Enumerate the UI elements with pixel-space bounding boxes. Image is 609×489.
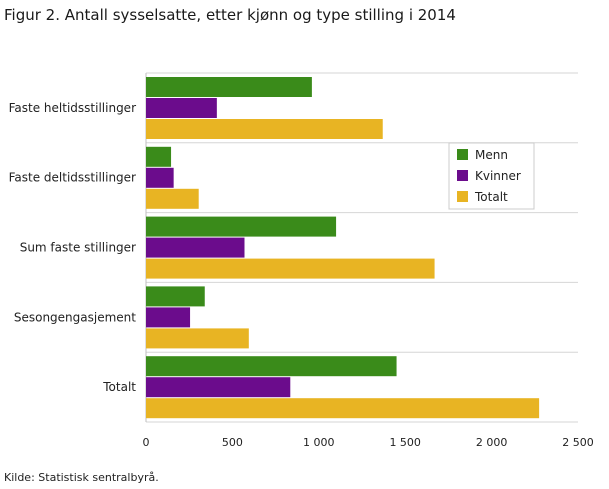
x-tick-label: 500 [222,436,243,449]
bar-totalt-2 [146,258,435,279]
bar-kvinner-0 [146,98,217,118]
source-note: Kilde: Statistisk sentralbyrå. [4,471,159,484]
bar-kvinner-4 [146,377,291,398]
x-tick-label: 1 500 [389,436,421,449]
bar-menn-0 [146,77,312,97]
bar-totalt-0 [146,119,383,139]
legend-swatch-menn [457,149,468,160]
category-label: Sum faste stillinger [20,241,136,255]
legend-label-kvinner: Kvinner [475,169,521,183]
chart-title: Figur 2. Antall sysselsatte, etter kjønn… [4,6,456,24]
bar-totalt-4 [146,398,540,419]
x-tick-label: 2 500 [562,436,594,449]
legend-label-menn: Menn [475,148,508,162]
bar-kvinner-2 [146,237,245,258]
x-tick-label: 0 [143,436,150,449]
x-axis-ticks: 0 500 1 000 1 500 2 000 2 500 [143,436,594,449]
x-tick-label: 1 000 [303,436,335,449]
category-labels: Faste heltidsstillinger Faste deltidsstil… [9,101,137,394]
bar-totalt-3 [146,328,249,349]
legend: Menn Kvinner Totalt [448,142,535,210]
x-tick-label: 2 000 [476,436,508,449]
bars-group [146,77,540,419]
legend-swatch-kvinner [457,170,468,181]
bar-kvinner-1 [146,167,174,188]
bar-totalt-1 [146,188,199,209]
bar-menn-4 [146,356,397,377]
category-label: Faste heltidsstillinger [9,101,136,115]
bar-kvinner-3 [146,307,191,328]
bar-menn-2 [146,216,337,237]
legend-swatch-totalt [457,191,468,202]
bar-menn-1 [146,146,172,167]
category-label: Sesongengasjement [14,310,136,324]
legend-label-totalt: Totalt [474,190,508,204]
bar-menn-3 [146,286,205,307]
category-label: Faste deltidsstillinger [9,171,136,185]
category-label: Totalt [102,380,136,394]
